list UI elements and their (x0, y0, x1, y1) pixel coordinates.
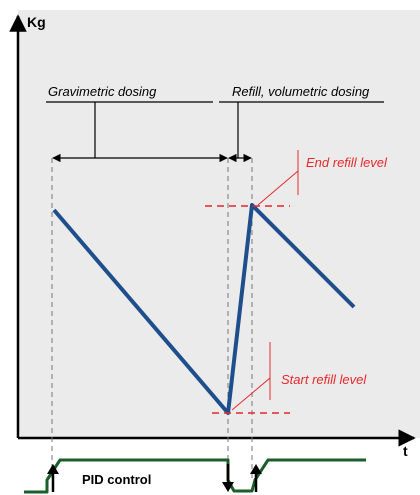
pid-control-label: PID control (82, 472, 151, 487)
plot-background (18, 10, 420, 438)
start-refill-level-label: Start refill level (281, 372, 367, 387)
start-refill-callout (231, 377, 271, 411)
y-axis-label: Kg (27, 14, 46, 30)
x-axis-label: t (403, 443, 408, 459)
refill-dosing-label: Refill, volumetric dosing (232, 84, 370, 99)
pid-signal-arrows (47, 464, 262, 492)
end-refill-level-label: End refill level (306, 155, 388, 170)
end-refill-callout (257, 170, 299, 206)
pid-control-signal (24, 458, 366, 494)
hopper-weight-line (52, 203, 356, 415)
gravimetric-dosing-label: Gravimetric dosing (48, 84, 157, 99)
